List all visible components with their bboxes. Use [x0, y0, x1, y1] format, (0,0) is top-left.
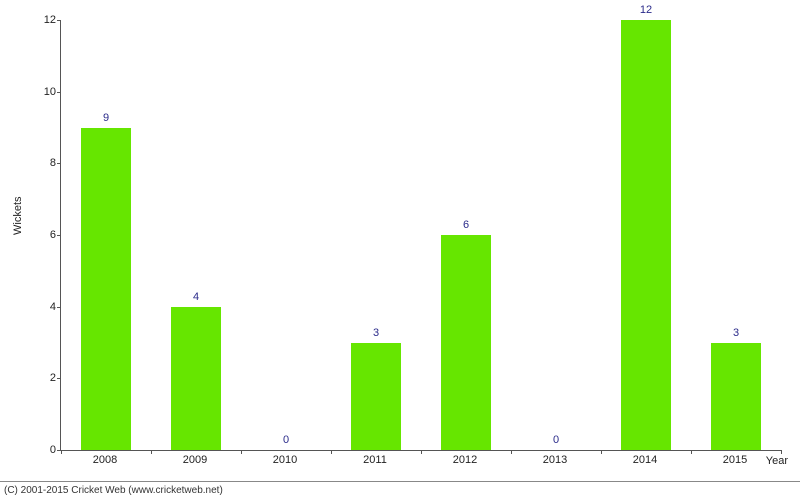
x-axis-label: Year [766, 455, 788, 467]
y-tick [57, 378, 61, 379]
bar [621, 20, 671, 450]
bar-value-label: 4 [176, 291, 216, 303]
y-tick [57, 307, 61, 308]
x-tick [421, 450, 422, 454]
y-tick-label: 2 [16, 372, 56, 384]
y-tick [57, 235, 61, 236]
plot-area: 940360123 [60, 20, 781, 451]
bar-value-label: 6 [446, 219, 486, 231]
y-tick-label: 0 [16, 444, 56, 456]
bar-value-label: 0 [536, 434, 576, 446]
x-tick [151, 450, 152, 454]
y-tick-label: 8 [16, 157, 56, 169]
x-tick-label: 2009 [165, 454, 225, 466]
x-tick-label: 2008 [75, 454, 135, 466]
bar [711, 343, 761, 451]
copyright-text: (C) 2001-2015 Cricket Web (www.cricketwe… [4, 485, 223, 496]
y-tick [57, 20, 61, 21]
bar-value-label: 0 [266, 434, 306, 446]
x-tick [781, 450, 782, 454]
y-tick [57, 163, 61, 164]
x-tick-label: 2015 [705, 454, 765, 466]
y-tick-label: 10 [16, 86, 56, 98]
bar-value-label: 3 [716, 327, 756, 339]
bar [171, 307, 221, 450]
x-tick [691, 450, 692, 454]
x-tick [241, 450, 242, 454]
chart-container: Wickets Year 940360123 (C) 2001-2015 Cri… [0, 0, 800, 500]
y-tick [57, 92, 61, 93]
x-tick [331, 450, 332, 454]
x-tick [511, 450, 512, 454]
bar [81, 128, 131, 451]
x-tick-label: 2014 [615, 454, 675, 466]
x-tick-label: 2013 [525, 454, 585, 466]
bar [351, 343, 401, 451]
y-tick-label: 4 [16, 301, 56, 313]
bar [441, 235, 491, 450]
x-tick-label: 2010 [255, 454, 315, 466]
y-tick-label: 12 [16, 14, 56, 26]
bar-value-label: 9 [86, 112, 126, 124]
x-tick [61, 450, 62, 454]
copyright-footer: (C) 2001-2015 Cricket Web (www.cricketwe… [0, 481, 800, 500]
x-tick [601, 450, 602, 454]
y-tick-label: 6 [16, 229, 56, 241]
bar-value-label: 12 [626, 4, 666, 16]
bar-value-label: 3 [356, 327, 396, 339]
x-tick-label: 2011 [345, 454, 405, 466]
x-tick-label: 2012 [435, 454, 495, 466]
